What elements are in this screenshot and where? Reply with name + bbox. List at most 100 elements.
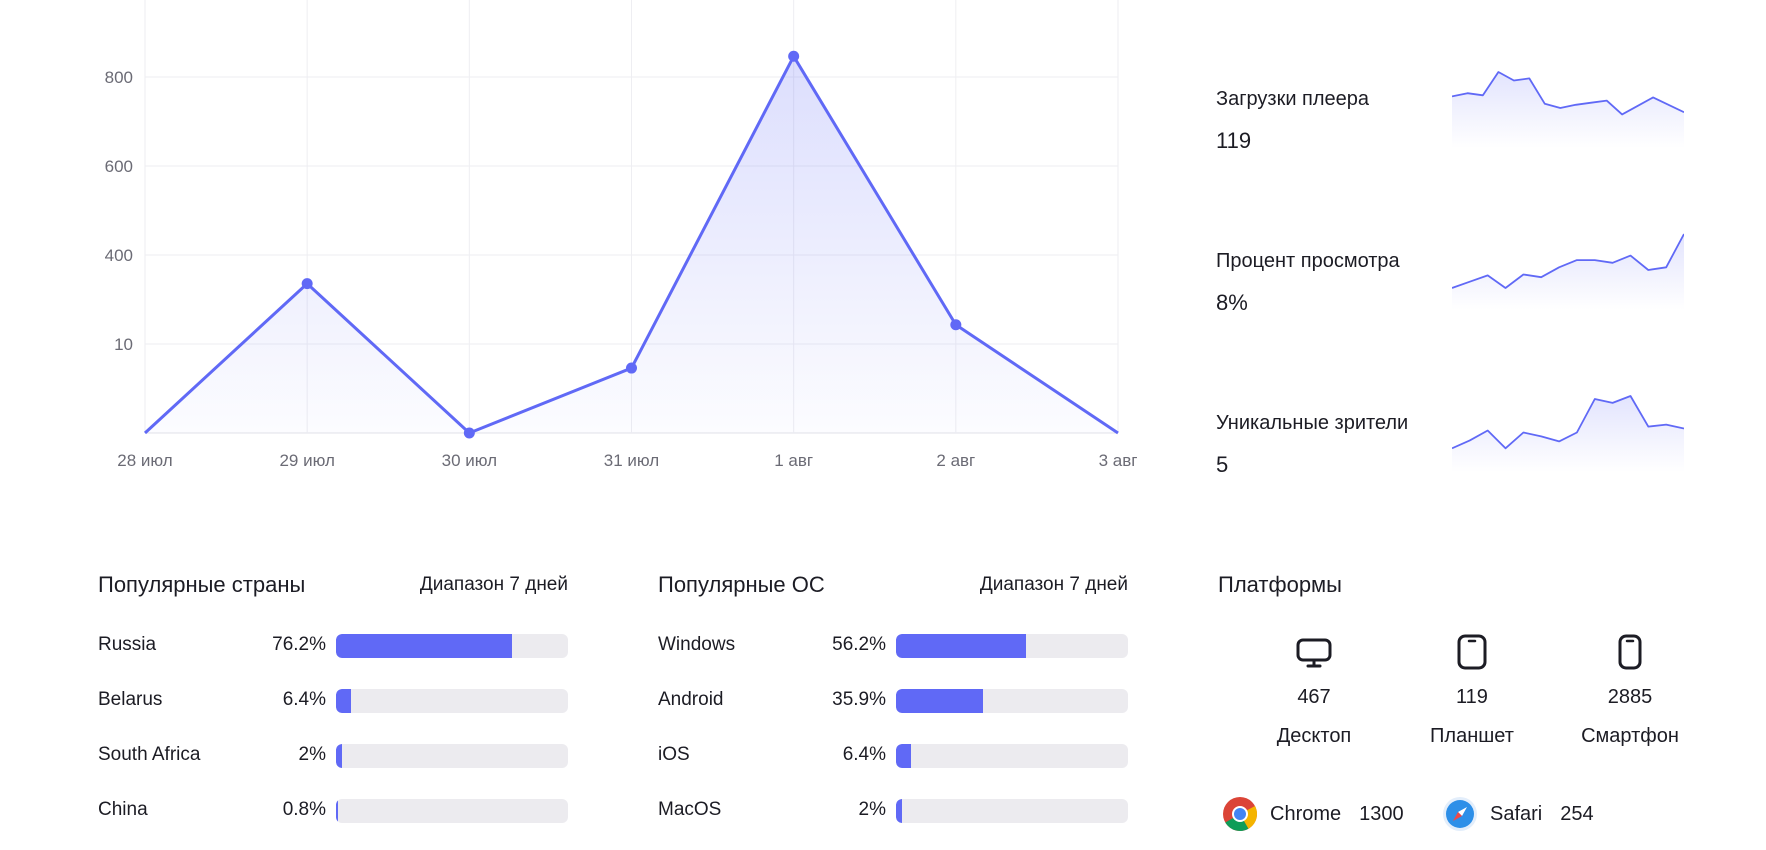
panel-title: Популярные страны bbox=[98, 572, 306, 597]
os-name: iOS bbox=[658, 744, 690, 765]
os-percent: 35.9% bbox=[832, 689, 886, 710]
progress-track bbox=[896, 634, 1128, 658]
sparkline-area bbox=[1452, 396, 1684, 472]
popular-countries-panel: Популярные страны Диапазон 7 дней Russia… bbox=[98, 572, 568, 842]
platform-count: 2885 bbox=[1607, 686, 1653, 708]
x-tick-label: 3 авг bbox=[1099, 451, 1138, 470]
os-percent: 6.4% bbox=[842, 744, 886, 765]
data-point bbox=[626, 362, 637, 374]
platform-label: Десктоп bbox=[1276, 725, 1352, 747]
platform-label: Смартфон bbox=[1581, 725, 1679, 747]
player-loads-sparkline bbox=[1452, 71, 1684, 148]
progress-fill bbox=[336, 634, 513, 658]
sparkline-area bbox=[1452, 234, 1684, 310]
os-row: MacOS 2% bbox=[658, 797, 1128, 827]
platform-count: 467 bbox=[1297, 686, 1331, 708]
data-point bbox=[301, 278, 313, 290]
os-name: Windows bbox=[658, 634, 736, 655]
platform-desktop: 467 Десктоп bbox=[1244, 632, 1384, 748]
country-row: Russia 76.2% bbox=[98, 632, 568, 662]
platform-smartphone: 2885 Смартфон bbox=[1560, 632, 1700, 748]
y-tick-label: 10 bbox=[114, 335, 133, 354]
country-row: China 0.8% bbox=[98, 797, 568, 827]
progress-track bbox=[336, 744, 568, 768]
browser-name: Safari bbox=[1490, 802, 1543, 825]
x-tick-label: 30 июл bbox=[442, 451, 497, 470]
unique-viewers-sparkline bbox=[1452, 395, 1684, 472]
progress-fill bbox=[336, 799, 339, 823]
x-tick-label: 29 июл bbox=[279, 451, 334, 470]
platform-label: Планшет bbox=[1430, 725, 1514, 747]
desktop-icon bbox=[1296, 638, 1332, 668]
range-selector[interactable]: Диапазон 7 дней bbox=[979, 574, 1128, 595]
stat-view-percent: Процент просмотра 8% bbox=[1216, 233, 1696, 340]
stat-title: Процент просмотра bbox=[1216, 250, 1400, 272]
country-name: Belarus bbox=[98, 689, 163, 710]
progress-track bbox=[336, 689, 568, 713]
browser-count: 254 bbox=[1560, 802, 1594, 825]
browser-chrome: Chrome 1300 bbox=[1222, 794, 1404, 834]
chrome-icon bbox=[1223, 797, 1257, 831]
country-name: South Africa bbox=[98, 744, 201, 765]
platforms-panel: Платформы 467 Десктоп 119 Планшет 2885 С… bbox=[1218, 572, 1698, 842]
progress-track bbox=[896, 799, 1128, 823]
stat-player-loads: Загрузки плеера 119 bbox=[1216, 71, 1696, 178]
browser-name: Chrome bbox=[1270, 802, 1342, 825]
data-point bbox=[788, 50, 800, 62]
os-percent: 56.2% bbox=[832, 634, 886, 655]
country-percent: 2% bbox=[298, 744, 326, 765]
progress-track bbox=[336, 799, 568, 823]
stat-value: 119 bbox=[1216, 128, 1252, 153]
country-name: Russia bbox=[98, 634, 157, 655]
browser-count: 1300 bbox=[1359, 802, 1404, 825]
country-row: South Africa 2% bbox=[98, 742, 568, 772]
sparkline-line bbox=[1452, 71, 1684, 116]
progress-fill bbox=[896, 689, 983, 713]
visits-line-chart: 10 400 600 800 28 июл 29 июл 30 июл 31 июл 1 авг… bbox=[105, 0, 1138, 470]
sparkline-area bbox=[1452, 72, 1684, 148]
os-row: Windows 56.2% bbox=[658, 632, 1128, 662]
panel-title: Платформы bbox=[1218, 572, 1342, 597]
x-tick-label: 1 авг bbox=[774, 451, 813, 470]
platform-tablet: 119 Планшет bbox=[1402, 632, 1542, 748]
country-name: China bbox=[98, 799, 148, 820]
os-name: Android bbox=[658, 689, 724, 710]
stat-value: 8% bbox=[1216, 290, 1248, 315]
progress-track bbox=[896, 744, 1128, 768]
panel-title: Популярные ОС bbox=[658, 572, 825, 597]
os-percent: 2% bbox=[858, 799, 886, 820]
stat-title: Уникальные зрители bbox=[1216, 412, 1409, 434]
stat-unique-viewers: Уникальные зрители 5 bbox=[1216, 395, 1696, 502]
sparkline-line bbox=[1452, 395, 1684, 450]
series-area bbox=[145, 56, 1118, 433]
country-percent: 6.4% bbox=[282, 689, 326, 710]
progress-fill bbox=[896, 744, 911, 768]
data-point bbox=[950, 319, 962, 331]
os-name: MacOS bbox=[658, 799, 722, 820]
x-tick-label: 31 июл bbox=[604, 451, 659, 470]
y-tick-label: 400 bbox=[105, 246, 133, 265]
progress-fill bbox=[896, 634, 1027, 658]
country-percent: 0.8% bbox=[282, 799, 326, 820]
browser-safari: Safari 254 bbox=[1442, 794, 1594, 834]
x-tick-label: 2 авг bbox=[936, 451, 975, 470]
range-selector[interactable]: Диапазон 7 дней bbox=[419, 574, 568, 595]
country-percent: 76.2% bbox=[272, 634, 326, 655]
popular-os-panel: Популярные ОС Диапазон 7 дней Windows 56… bbox=[658, 572, 1128, 842]
tablet-icon bbox=[1457, 634, 1487, 670]
country-row: Belarus 6.4% bbox=[98, 687, 568, 717]
sparkline-line bbox=[1452, 233, 1684, 289]
os-row: iOS 6.4% bbox=[658, 742, 1128, 772]
y-tick-label: 800 bbox=[105, 68, 133, 87]
data-point bbox=[463, 427, 475, 439]
stat-title: Загрузки плеера bbox=[1216, 88, 1370, 110]
stat-value: 5 bbox=[1216, 452, 1229, 477]
progress-track bbox=[896, 689, 1128, 713]
progress-track bbox=[336, 634, 568, 658]
os-row: Android 35.9% bbox=[658, 687, 1128, 717]
platform-count: 119 bbox=[1456, 686, 1488, 708]
safari-icon bbox=[1443, 797, 1477, 831]
progress-fill bbox=[336, 689, 351, 713]
y-tick-label: 600 bbox=[105, 157, 133, 176]
smartphone-icon bbox=[1618, 634, 1642, 670]
